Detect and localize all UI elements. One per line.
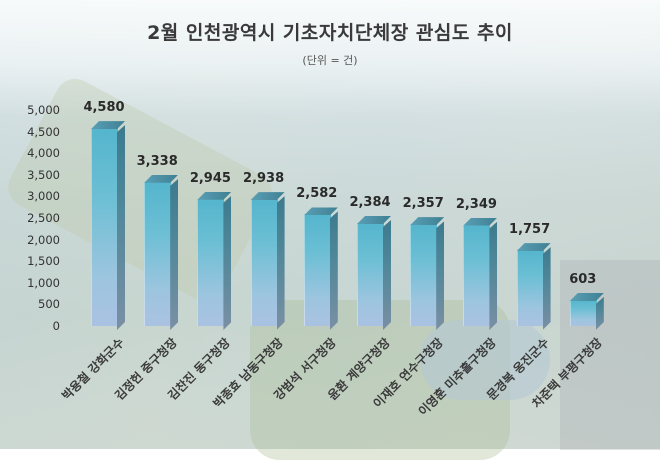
bar: 2,349 [456,0,498,326]
bar-value-label: 2,349 [455,196,497,212]
bar-side-face [383,220,391,330]
bar-side-face [117,125,125,330]
bar: 4,580 [83,0,125,326]
bar-front-face [516,250,544,326]
bar-side-face [543,247,551,330]
y-tick-label: 500 [38,297,60,312]
bar-top-face [250,192,285,201]
bar-value-label: 3,338 [136,153,178,169]
chart-title: 2월 인천광역시 기초자치단체장 관심도 추이 [147,22,513,44]
bar: 2,582 [296,0,338,326]
chart-subtitle: (단위 = 건) [302,54,358,67]
bar-top-face [410,217,445,226]
bar-front-face [463,224,491,326]
bar-value-label: 603 [569,271,597,287]
y-tick-label: 3,500 [27,167,60,182]
background-photo-lake [420,320,550,400]
bar: 2,384 [349,0,391,326]
y-tick-label: 0 [52,319,60,333]
bar: 1,757 [509,0,551,326]
bar-top-face [91,121,125,130]
bar: 2,945 [190,0,232,326]
bar-front-face [197,198,225,326]
bar-front-face [357,223,384,326]
bar-top-face [357,216,391,224]
bar-top-face [516,243,551,252]
bar-top-face [197,191,232,200]
y-tick-label: 4,000 [27,146,60,161]
bar-side-face [170,179,178,330]
bar-side-face [489,222,497,330]
bar-value-label: 1,757 [509,222,551,238]
bar-front-face [410,224,438,326]
bar-side-face [596,297,604,330]
bar-front-face [569,299,597,326]
bar-side-face [277,196,285,330]
y-tick-label: 1,000 [27,275,60,290]
bar: 2,938 [243,0,285,326]
bar-side-face [223,196,231,330]
bar: 603 [569,0,604,326]
y-tick-label: 2,500 [27,211,60,225]
bar-value-label: 2,384 [349,195,391,210]
bar-value-label: 2,357 [402,196,444,212]
bar-front-face [91,128,118,326]
y-tick-label: 3,000 [27,189,60,204]
bar: 2,357 [403,0,445,326]
bar-side-face [330,211,338,330]
bar-top-face [303,207,338,216]
y-tick-label: 5,000 [27,103,60,117]
background-photo-buildings [560,260,660,450]
bar-top-face [569,292,604,301]
y-tick-label: 2,000 [27,232,60,247]
y-tick-label: 4,500 [27,124,60,139]
bar-value-label: 2,582 [296,186,338,202]
bar-value-label: 2,938 [243,171,285,187]
y-tick-label: 1,500 [27,254,60,269]
bar-top-face [144,174,179,183]
bar: 3,338 [137,0,179,326]
bar-front-face [250,199,278,326]
bar-top-face [463,217,498,226]
bar-front-face [144,181,172,326]
bar-value-label: 4,580 [83,100,125,116]
bar-value-label: 2,945 [189,170,231,186]
bar-side-face [436,221,444,330]
bar-front-face [303,214,331,326]
